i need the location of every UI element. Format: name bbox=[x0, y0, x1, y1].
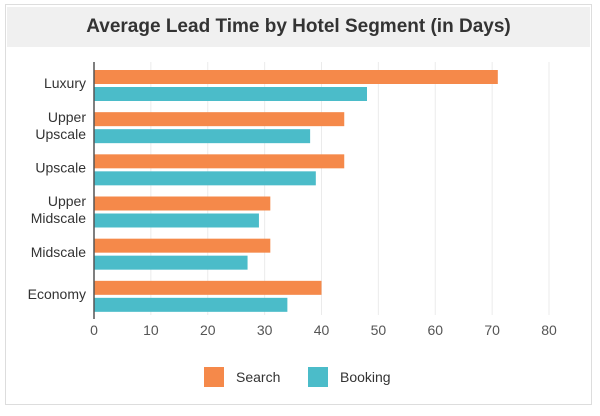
chart-title: Average Lead Time by Hotel Segment (in D… bbox=[7, 7, 590, 47]
legend-swatch-search bbox=[204, 367, 224, 387]
x-tick-label: 10 bbox=[143, 322, 159, 338]
bar-search bbox=[94, 112, 345, 127]
category-label: Upscale bbox=[35, 126, 86, 142]
x-tick-label: 30 bbox=[257, 322, 273, 338]
category-label: Economy bbox=[28, 286, 86, 302]
bar-search bbox=[94, 280, 322, 295]
category-label: Luxury bbox=[44, 75, 86, 91]
legend-swatch-booking bbox=[308, 367, 328, 387]
bar-search bbox=[94, 70, 498, 84]
bar-booking bbox=[94, 255, 248, 270]
chart-frame bbox=[5, 4, 592, 405]
bar-booking bbox=[94, 171, 316, 186]
category-label: Upper bbox=[48, 109, 86, 125]
bar-search bbox=[94, 238, 271, 253]
x-tick-label: 50 bbox=[371, 322, 387, 338]
bar-booking bbox=[94, 129, 311, 144]
legend-label-booking: Booking bbox=[340, 369, 391, 385]
legend-label-search: Search bbox=[236, 369, 280, 385]
x-tick-label: 0 bbox=[90, 322, 98, 338]
category-label: Midscale bbox=[31, 210, 86, 226]
bar-search bbox=[94, 154, 345, 169]
x-tick-label: 80 bbox=[541, 322, 557, 338]
bar-booking bbox=[94, 213, 259, 228]
x-tick-label: 60 bbox=[427, 322, 443, 338]
x-tick-label: 40 bbox=[314, 322, 330, 338]
category-label: Midscale bbox=[31, 244, 86, 260]
x-tick-label: 20 bbox=[200, 322, 216, 338]
category-label: Upper bbox=[48, 193, 86, 209]
category-label: Upscale bbox=[35, 159, 86, 175]
bar-search bbox=[94, 196, 271, 211]
bar-booking bbox=[94, 297, 288, 312]
bar-booking bbox=[94, 87, 367, 101]
x-tick-label: 70 bbox=[484, 322, 500, 338]
